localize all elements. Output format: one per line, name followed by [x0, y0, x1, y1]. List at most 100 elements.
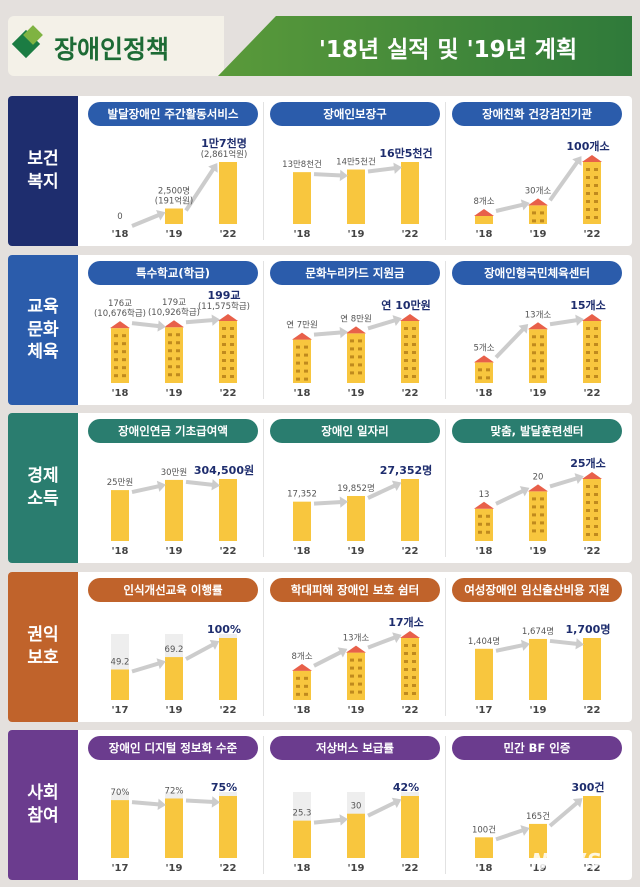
section-category-label: 교육 문화 체육 [8, 255, 78, 405]
tick-label: '17 [476, 705, 493, 716]
data-label: 연 8만원 [340, 314, 372, 324]
building-window [586, 509, 590, 512]
building-window [350, 363, 354, 367]
tick-label: '19 [166, 388, 183, 399]
bar [347, 652, 365, 700]
section-3: 권익 보호 인식개선교육 이행률 '17 '19 '22 49.2 69.2 100% 학대피해… [8, 572, 632, 722]
trend-arrowhead [156, 480, 166, 492]
data-label: 49.2 [111, 657, 130, 667]
trend-arrowhead [392, 315, 402, 326]
trend-arrowhead [211, 479, 220, 491]
building-window [412, 660, 416, 663]
tick-label: '17 [112, 863, 129, 874]
tick-label: '19 [166, 229, 183, 240]
trend-arrow [131, 483, 161, 495]
chart-title: 맞춤, 발달훈련센터 [452, 419, 622, 443]
building-window [176, 349, 180, 353]
data-label: 13만8천건 [282, 159, 322, 170]
building-window [586, 501, 590, 504]
data-label: 25.3 [293, 809, 312, 819]
tick-label: '19 [348, 388, 365, 399]
trend-arrow [367, 166, 397, 174]
tick-label: '18 [294, 705, 311, 716]
building-window [540, 351, 544, 355]
chart-title: 장애인 디지털 정보화 수준 [88, 736, 258, 760]
bar [401, 321, 419, 383]
building-window [540, 497, 544, 501]
building-roof [218, 314, 238, 321]
bar [401, 479, 419, 541]
chart-title: 학대피해 장애인 보호 쉼터 [270, 578, 440, 602]
chart-svg: '18 '19 '22 연 7만원 연 8만원 연 10만원 [286, 298, 431, 399]
bar [165, 479, 183, 541]
building-window [404, 343, 408, 346]
building-window [176, 365, 180, 369]
data-label: (10,926학급) [148, 307, 200, 318]
trend-arrow [185, 642, 215, 661]
trend-arrow [495, 828, 525, 842]
trend-arrowhead [391, 480, 402, 491]
building-roof [528, 484, 548, 492]
chart-panel: 학대피해 장애인 보호 쉼터 '18 '19 '22 8개소 13개소 17개소 [266, 572, 444, 722]
section-4: 사회 참여 장애인 디지털 정보화 수준 '17 '19 '22 70% 72% 75% 저상버… [8, 730, 632, 880]
building-window [486, 530, 490, 534]
chart-title: 장애인보장구 [270, 102, 440, 126]
building-window [122, 358, 126, 362]
chart-panel: 발달장애인 주간활동서비스 '18 '19 '22 0 2,500명 (191억원) 1만7천… [84, 96, 262, 246]
building-window [412, 684, 416, 687]
bar [475, 837, 493, 858]
building-window [586, 351, 590, 354]
data-label: 176교 [108, 299, 132, 309]
chart-title: 인식개선교육 이행률 [88, 578, 258, 602]
building-window [540, 375, 544, 379]
building-roof [110, 321, 130, 329]
data-label: (191억원) [155, 196, 194, 207]
trend-arrow [131, 661, 161, 674]
data-label: 72% [165, 786, 184, 796]
building-window [532, 375, 536, 379]
building-window [594, 367, 598, 370]
trend-arrowhead [574, 473, 584, 484]
data-label: 20 [533, 472, 544, 482]
building-roof [292, 663, 312, 671]
building-window [358, 371, 362, 375]
building-window [586, 208, 590, 211]
building-window [412, 644, 416, 647]
bar [111, 669, 129, 700]
bar [165, 798, 183, 858]
building-window [412, 676, 416, 679]
chart-panel: 장애인보장구 '18 '19 '22 13만8천건 14만5천건 16만5천건 [266, 96, 444, 246]
tick-label: '19 [530, 863, 547, 874]
chart-panel: 여성장애인 임신출산비용 지원 '17 '19 '22 1,404명 1,674명 1,70… [448, 572, 626, 722]
building-window [594, 184, 598, 187]
trend-arrowhead [519, 486, 530, 497]
building-window [532, 497, 536, 501]
trend-arrowhead [572, 798, 583, 808]
building-window [230, 343, 234, 346]
building-window [412, 351, 416, 354]
bar [583, 796, 601, 858]
title-right-box: '18년 실적 및 '19년 계획 [218, 16, 632, 76]
trend-arrowhead [575, 314, 584, 326]
trend-arrow [313, 172, 343, 178]
trend-arrowhead [337, 647, 348, 658]
building-window [122, 350, 126, 354]
trend-arrow [131, 800, 161, 807]
building-window [586, 343, 590, 346]
trend-arrowhead [520, 639, 530, 651]
data-label: 17,352 [287, 490, 317, 500]
chart-svg: '18 '19 '22 0 2,500명(191억원) 1만7천명(2,861억원) [112, 136, 248, 240]
building-window [486, 368, 490, 372]
trend-arrow [495, 642, 525, 653]
bar [583, 638, 601, 700]
building-window [230, 375, 234, 378]
trend-arrowhead [156, 209, 166, 221]
divider [445, 261, 446, 399]
tick-label: '19 [348, 229, 365, 240]
trend-arrow [313, 817, 343, 825]
tick-label: '22 [584, 229, 601, 240]
bar [293, 172, 311, 224]
chart-svg: '18 '19 '22 8개소 13개소 17개소 [291, 615, 423, 716]
tick-label: '22 [584, 705, 601, 716]
